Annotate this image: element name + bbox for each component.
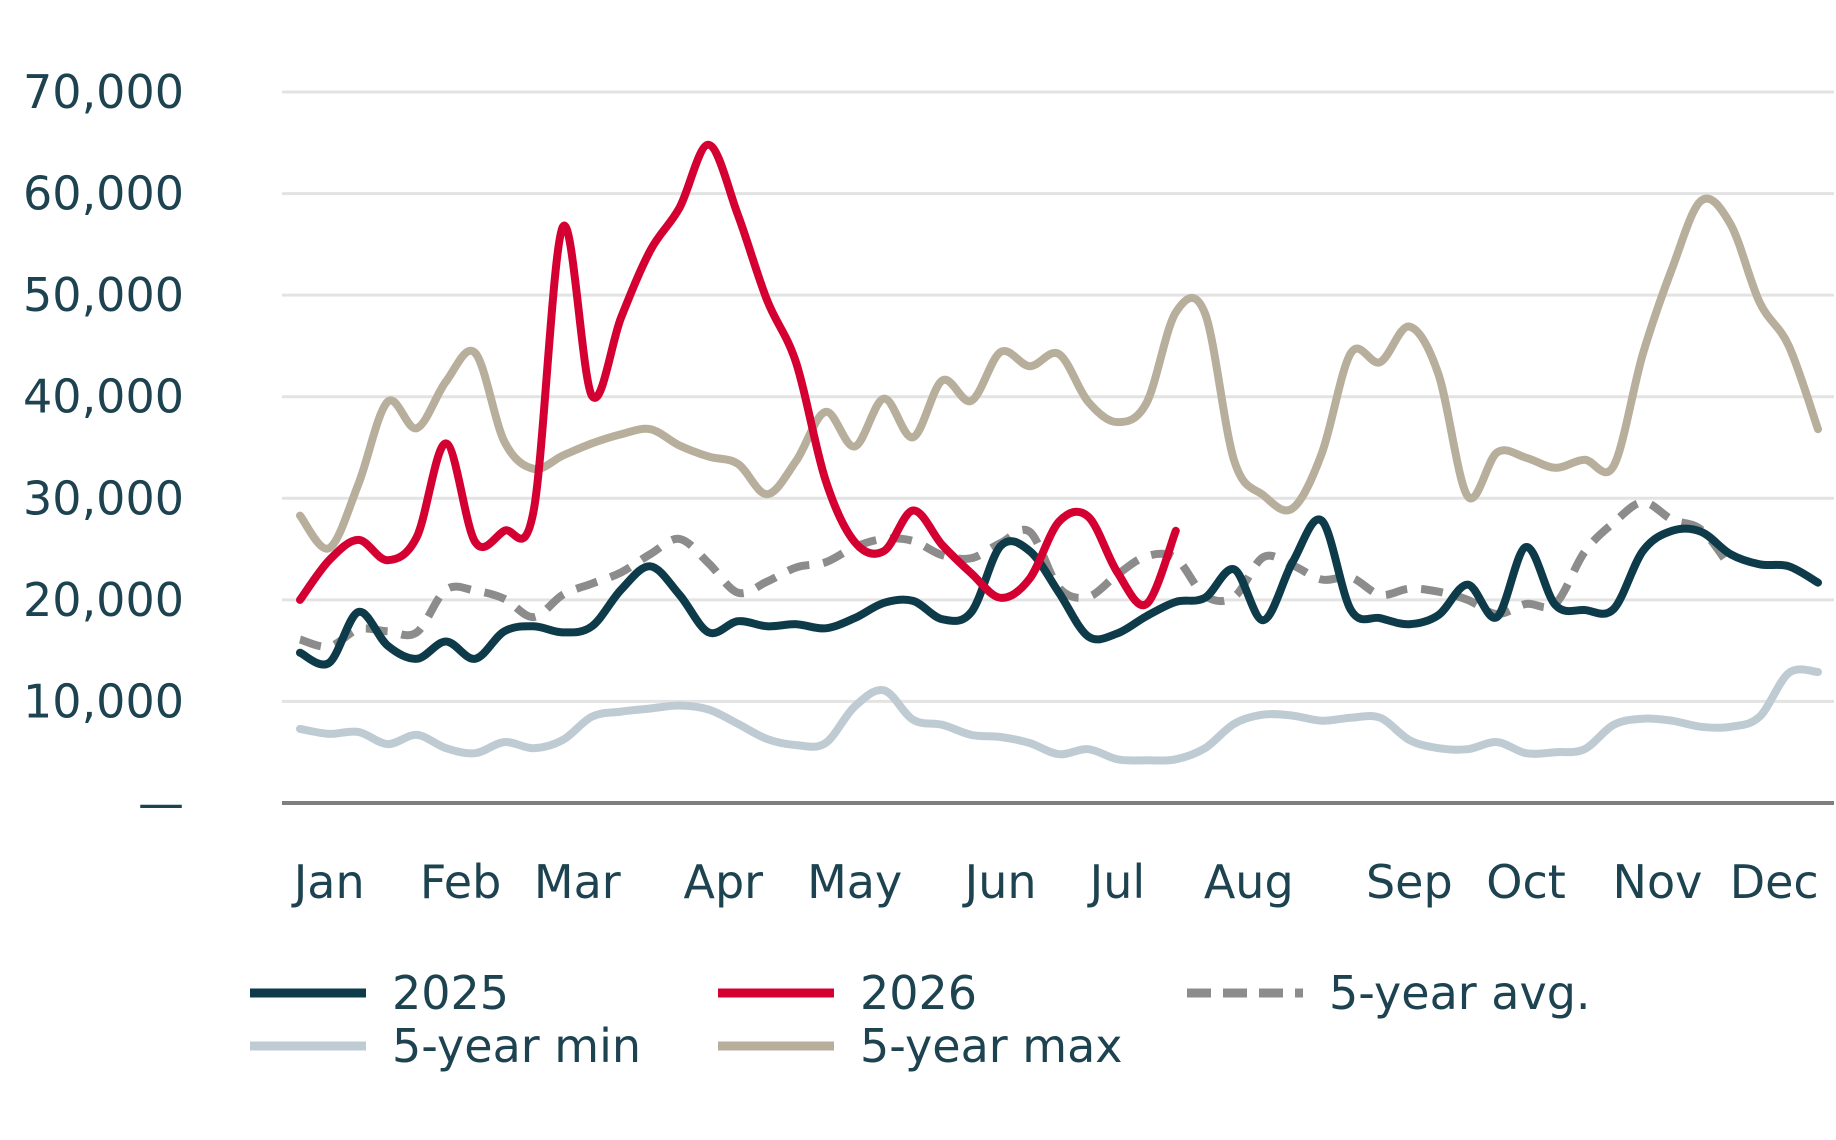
x-tick-label: Jan xyxy=(291,855,365,909)
x-tick-label: Mar xyxy=(534,855,621,909)
x-tick-label: Dec xyxy=(1730,855,1819,909)
grid-lines xyxy=(282,90,1834,703)
y-tick-label: 50,000 xyxy=(23,268,184,322)
series-line-5-year-max xyxy=(296,194,1822,553)
legend: 2025 2026 5-year avg. 5-year min 5-year max xyxy=(250,966,1591,1073)
series-line-5-year-min xyxy=(296,665,1822,765)
legend-label-2025: 2025 xyxy=(392,966,509,1020)
x-tick-label: May xyxy=(807,855,902,909)
y-tick-label: 60,000 xyxy=(23,167,184,221)
y-tick-label: 40,000 xyxy=(23,370,184,424)
y-tick-label: — xyxy=(138,776,184,830)
x-tick-label: Nov xyxy=(1613,855,1703,909)
legend-label-5-year-avg: 5-year avg. xyxy=(1329,966,1591,1020)
legend-label-2026: 2026 xyxy=(860,966,977,1020)
y-tick-label: 20,000 xyxy=(23,573,184,627)
y-tick-label: 30,000 xyxy=(23,471,184,525)
x-tick-label: Aug xyxy=(1204,855,1294,909)
series-line-2026 xyxy=(296,140,1180,609)
x-tick-label: Jun xyxy=(962,855,1037,909)
x-axis-tick-labels: Jan Feb Mar Apr May Jun Jul Aug Sep Oct Nov Dec xyxy=(291,855,1819,909)
y-tick-label: 70,000 xyxy=(23,65,184,119)
series-line-2025 xyxy=(296,515,1822,669)
y-axis-tick-labels: — 10,000 20,000 30,000 40,000 50,000 60,000 70,… xyxy=(23,65,184,830)
x-tick-label: Apr xyxy=(683,855,763,909)
x-tick-label: Feb xyxy=(420,855,501,909)
x-tick-label: Sep xyxy=(1366,855,1453,909)
x-tick-label: Jul xyxy=(1087,855,1146,909)
legend-label-5-year-max: 5-year max xyxy=(860,1019,1123,1073)
y-tick-label: 10,000 xyxy=(23,674,184,728)
x-tick-label: Oct xyxy=(1486,855,1566,909)
series-lines xyxy=(296,140,1822,765)
legend-label-5-year-min: 5-year min xyxy=(392,1019,641,1073)
